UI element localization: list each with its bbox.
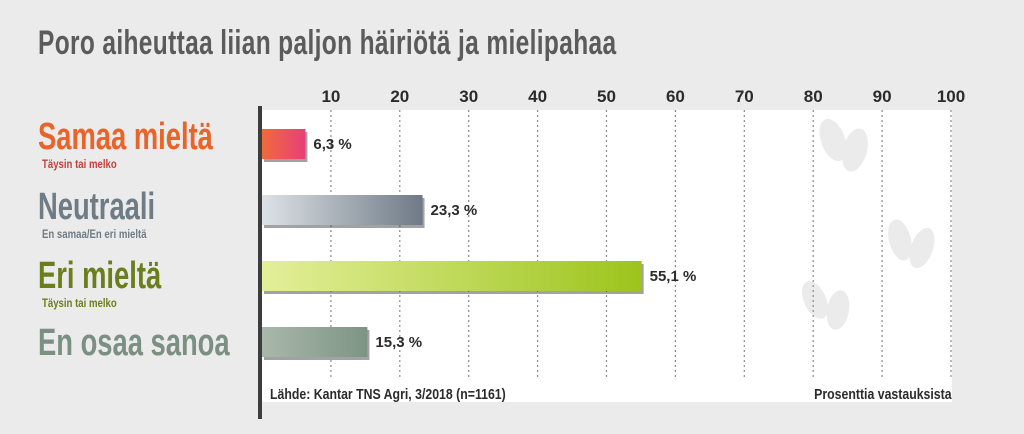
x-tick-label: 80 (804, 87, 823, 106)
x-tick-label: 30 (459, 87, 478, 106)
category-label: En osaa sanoa (38, 322, 230, 364)
category-en-osaa-sanoa: En osaa sanoa (38, 323, 304, 363)
x-tick-label: 40 (528, 87, 547, 106)
chart-title: Poro aiheuttaa liian paljon häiriötä ja … (38, 24, 617, 62)
category-samaa-mielta: Samaa mieltä Täysin tai melko (38, 117, 281, 171)
category-label: Neutraali (38, 186, 156, 228)
x-tick-label: 10 (321, 87, 340, 106)
unit-note: Prosenttia vastauksista (814, 386, 952, 403)
category-label: Samaa mieltä (38, 116, 213, 158)
category-sublabel: En samaa/En eri mieltä (42, 227, 147, 241)
source-note: Lähde: Kantar TNS Agri, 3/2018 (n=1161) (270, 386, 506, 403)
x-tick-label: 90 (873, 87, 892, 106)
category-sublabel: Täysin tai melko (42, 296, 117, 310)
bar (262, 261, 642, 291)
y-axis-line (258, 106, 262, 419)
bar (262, 129, 306, 159)
value-labels: 6,3 % 23,3 % 55,1 % 15,3 % (313, 136, 696, 351)
bars (262, 129, 644, 360)
category-neutraali: Neutraali En samaa/En eri mieltä (38, 187, 201, 241)
value-label: 6,3 % (313, 136, 351, 153)
x-tick-label: 20 (390, 87, 409, 106)
x-tick-label: 50 (597, 87, 616, 106)
x-tick-label: 60 (666, 87, 685, 106)
x-axis-ticks: 10 20 30 40 50 60 70 80 90 100 (321, 87, 965, 106)
category-label: Eri mieltä (38, 255, 162, 297)
value-label: 55,1 % (650, 268, 697, 285)
bar (262, 195, 423, 225)
footprint-watermark (801, 118, 935, 330)
x-tick-label: 70 (735, 87, 754, 106)
value-label: 23,3 % (431, 202, 478, 219)
bar (262, 327, 368, 357)
x-tick-label: 100 (937, 87, 965, 106)
category-eri-mielta: Eri mieltä Täysin tai melko (38, 256, 209, 310)
value-label: 15,3 % (375, 334, 422, 351)
category-sublabel: Täysin tai melko (42, 157, 117, 171)
